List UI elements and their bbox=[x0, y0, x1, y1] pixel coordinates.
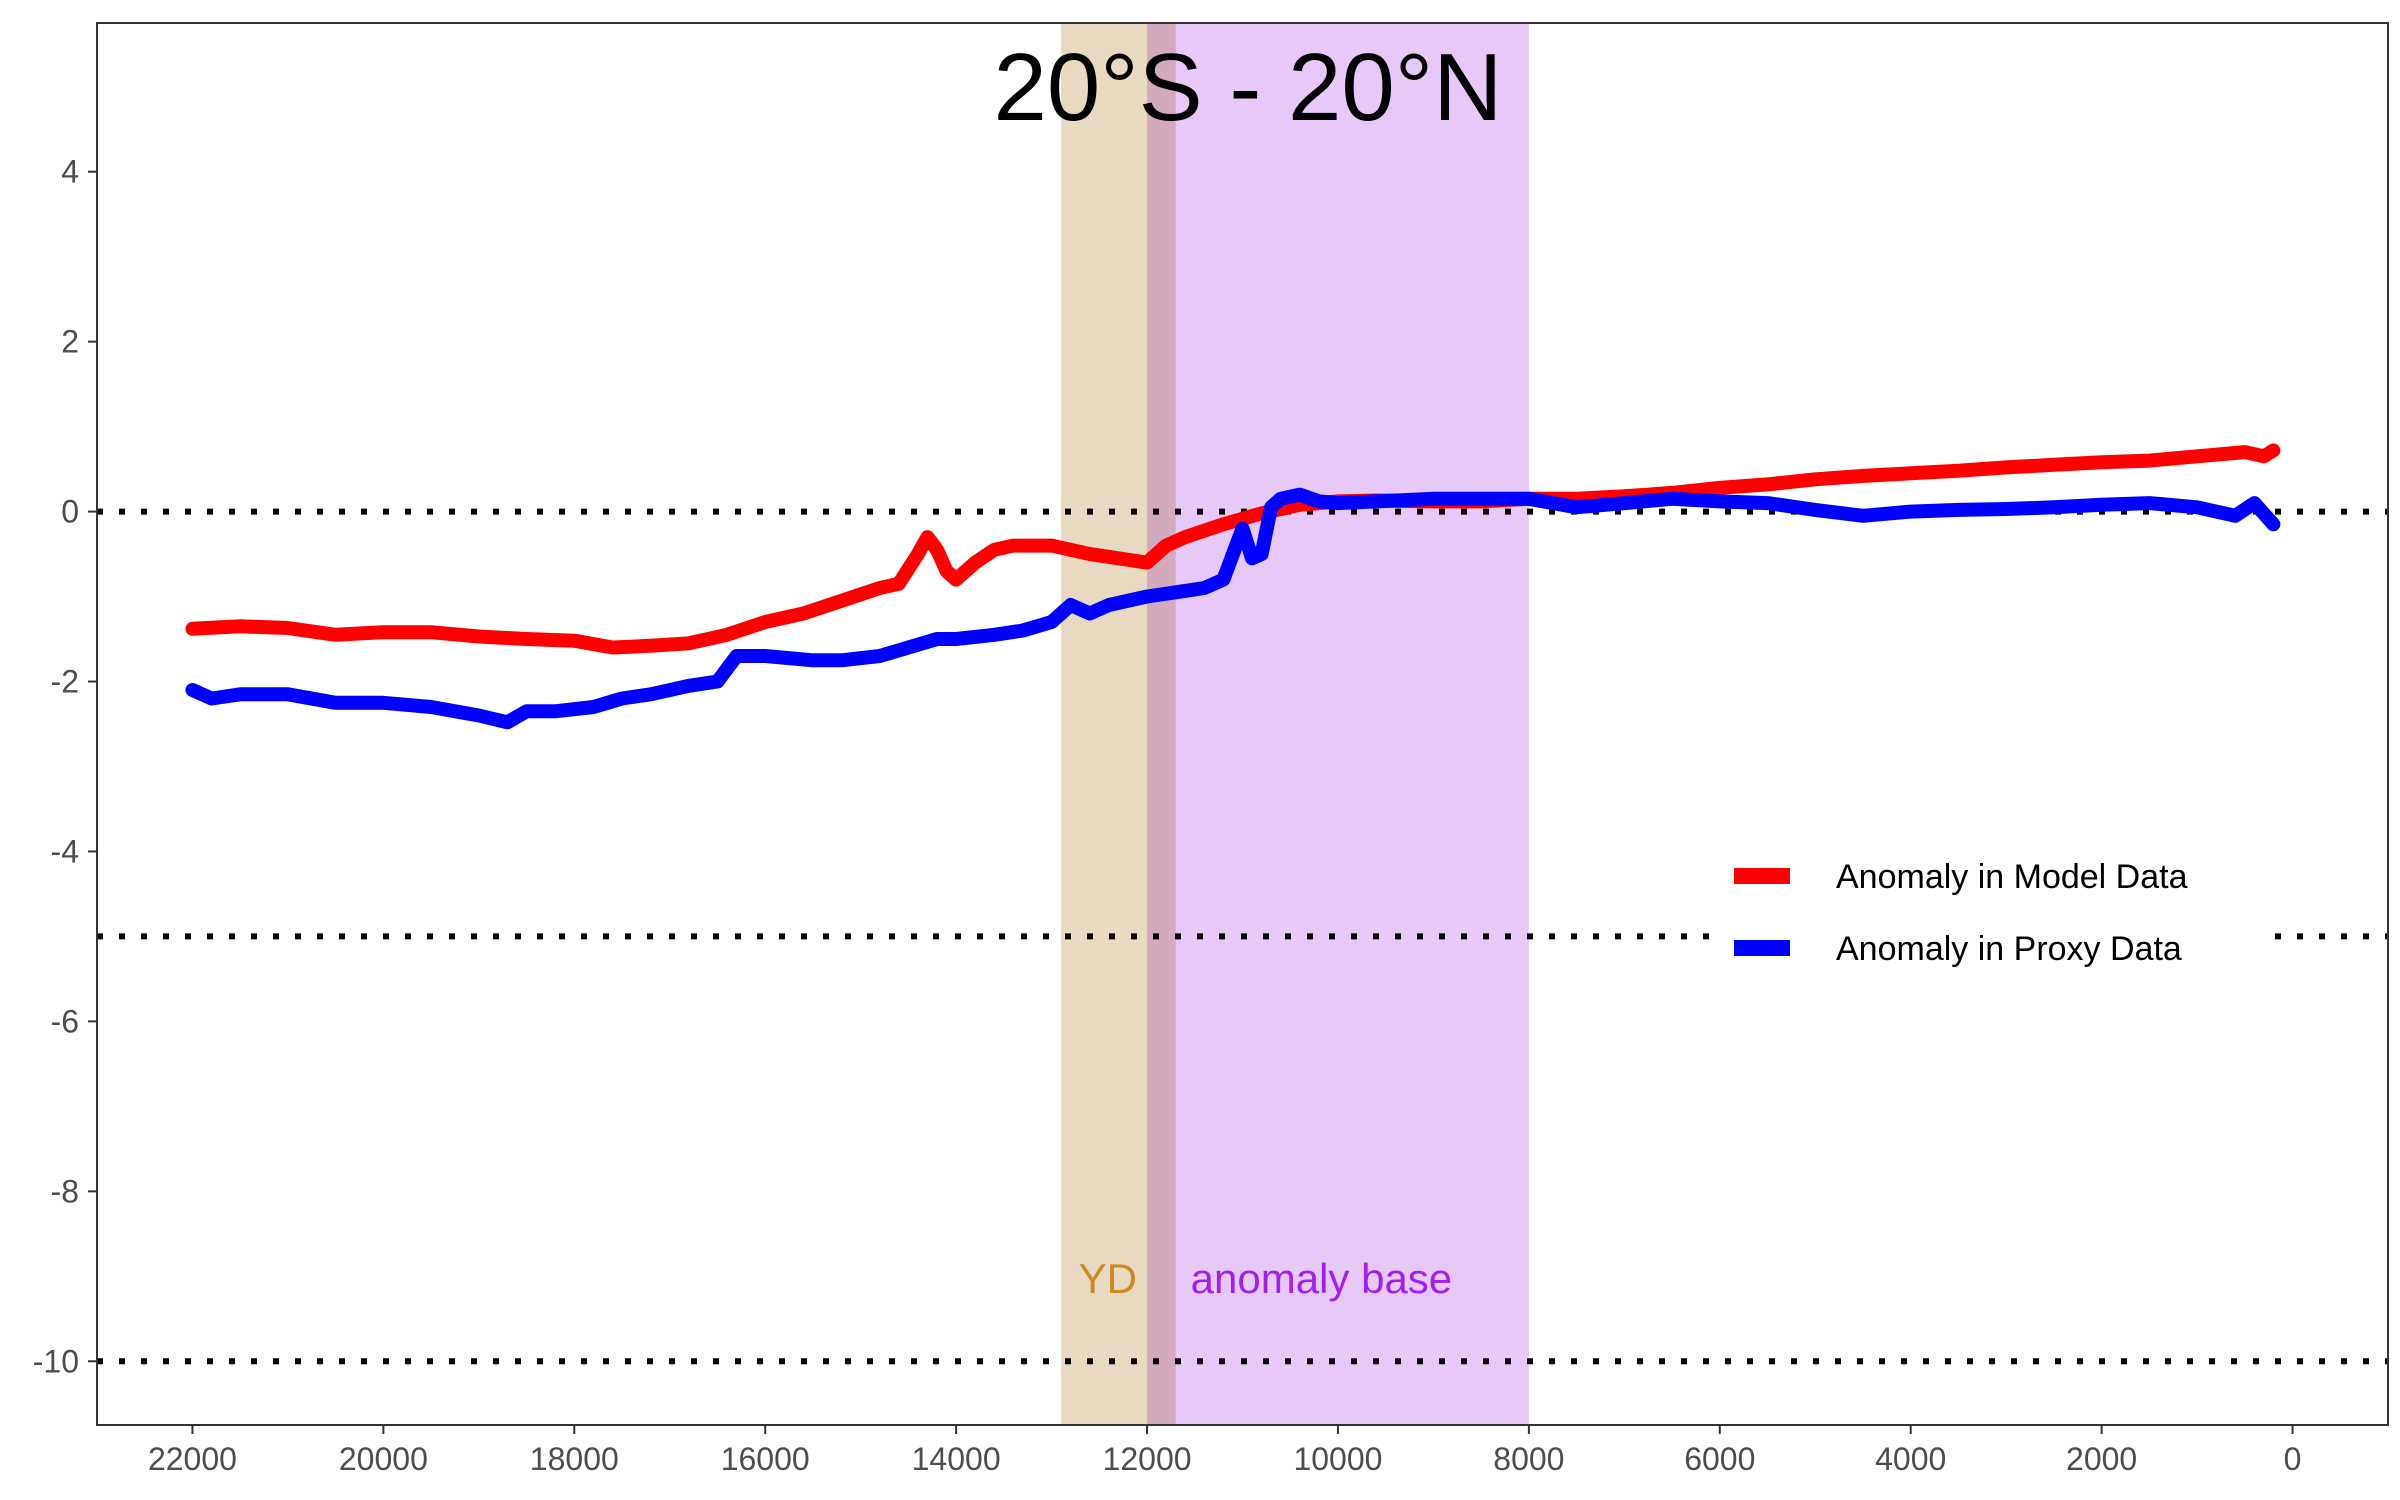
y-tick-label-5: -6 bbox=[51, 1003, 79, 1039]
legend-background bbox=[1712, 840, 2272, 1000]
x-tick-label-4: 14000 bbox=[912, 1441, 1001, 1477]
x-tick-label-0: 22000 bbox=[148, 1441, 237, 1477]
y-tick-label-3: -2 bbox=[51, 664, 79, 700]
y-tick-label-0: 4 bbox=[61, 154, 79, 190]
series-line-1 bbox=[185, 487, 2281, 730]
y-tick-label-6: -8 bbox=[51, 1173, 79, 1209]
x-tick-label-9: 4000 bbox=[1875, 1441, 1946, 1477]
x-tick-label-3: 16000 bbox=[721, 1441, 810, 1477]
x-tick-label-1: 20000 bbox=[339, 1441, 428, 1477]
x-tick-label-8: 6000 bbox=[1684, 1441, 1755, 1477]
x-tick-label-10: 2000 bbox=[2066, 1441, 2137, 1477]
bands-layer: YD anomaly base bbox=[1061, 23, 1529, 1425]
legend-label-0: Anomaly in Model Data bbox=[1836, 858, 2188, 896]
x-tick-label-6: 10000 bbox=[1293, 1441, 1382, 1477]
y-tick-label-1: 2 bbox=[61, 324, 79, 360]
series-layer bbox=[185, 443, 2281, 730]
plot-border bbox=[96, 22, 2389, 1426]
x-tick-label-11: 0 bbox=[2284, 1441, 2302, 1477]
y-tick-label-4: -4 bbox=[51, 833, 79, 869]
chart-title: 20°S - 20°N bbox=[993, 34, 1502, 141]
band-label-0: YD bbox=[1079, 1255, 1137, 1302]
y-tick-label-7: -10 bbox=[33, 1343, 79, 1379]
x-tick-label-7: 8000 bbox=[1493, 1441, 1564, 1477]
x-tick-label-5: 12000 bbox=[1103, 1441, 1192, 1477]
band-label-1: anomaly base bbox=[1191, 1255, 1453, 1302]
x-tick-label-2: 18000 bbox=[530, 1441, 619, 1477]
band-1 bbox=[1147, 23, 1529, 1425]
y-tick-label-2: 0 bbox=[61, 494, 79, 530]
legend-label-1: Anomaly in Proxy Data bbox=[1836, 930, 2182, 968]
legend: Anomaly in Model Data Anomaly in Proxy Da… bbox=[1712, 840, 2272, 1000]
series-line-0 bbox=[185, 443, 2281, 655]
